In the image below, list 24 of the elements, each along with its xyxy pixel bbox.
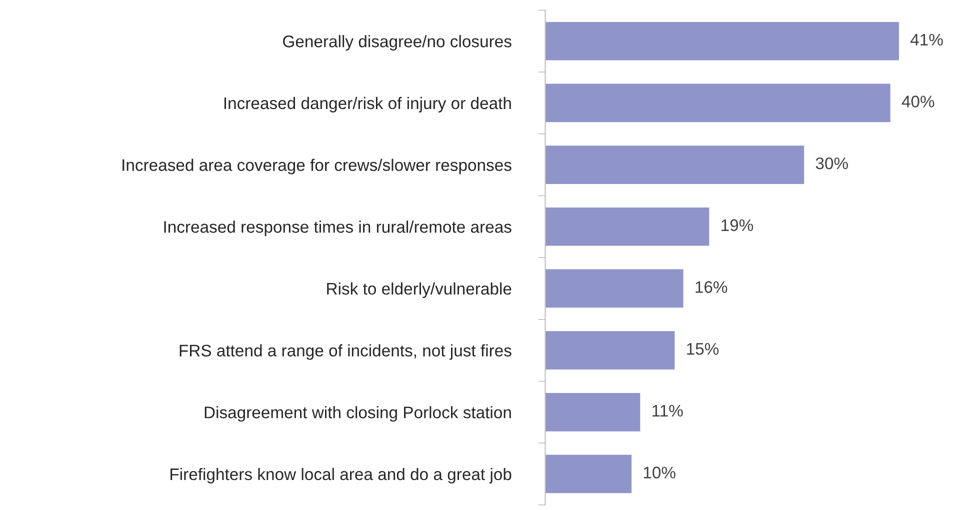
bar xyxy=(545,269,684,308)
data-label: 11% xyxy=(652,404,683,417)
data-label: 41% xyxy=(910,34,943,46)
y-tick-label: Increased area coverage for crews/slower responses xyxy=(122,158,512,174)
y-tick-label: Risk to elderly/vulnerable xyxy=(327,282,512,298)
bar xyxy=(545,331,675,370)
bar xyxy=(545,146,804,184)
bar xyxy=(545,207,710,246)
data-label: 40% xyxy=(902,96,934,108)
y-tick-label: Firefighters know local area and do a great job xyxy=(170,468,512,484)
y-tick-label: Generally disagree/no closures xyxy=(283,35,512,51)
bar xyxy=(545,392,640,432)
data-label: 15% xyxy=(687,343,719,355)
y-tick-label: Increased danger/risk of injury or death xyxy=(224,96,511,112)
bar xyxy=(545,84,890,122)
data-label: 10% xyxy=(644,466,676,478)
bar xyxy=(545,454,632,494)
data-label: 16% xyxy=(696,281,728,293)
data-label: 30% xyxy=(816,157,848,170)
y-tick-label: Disagreement with closing Porlock station xyxy=(204,406,511,422)
data-label: 19% xyxy=(722,219,754,232)
y-tick-label: Increased response times in rural/remote areas xyxy=(164,220,512,236)
bar xyxy=(545,22,899,60)
y-tick-label: FRS attend a range of incidents, not just fires xyxy=(180,344,512,360)
